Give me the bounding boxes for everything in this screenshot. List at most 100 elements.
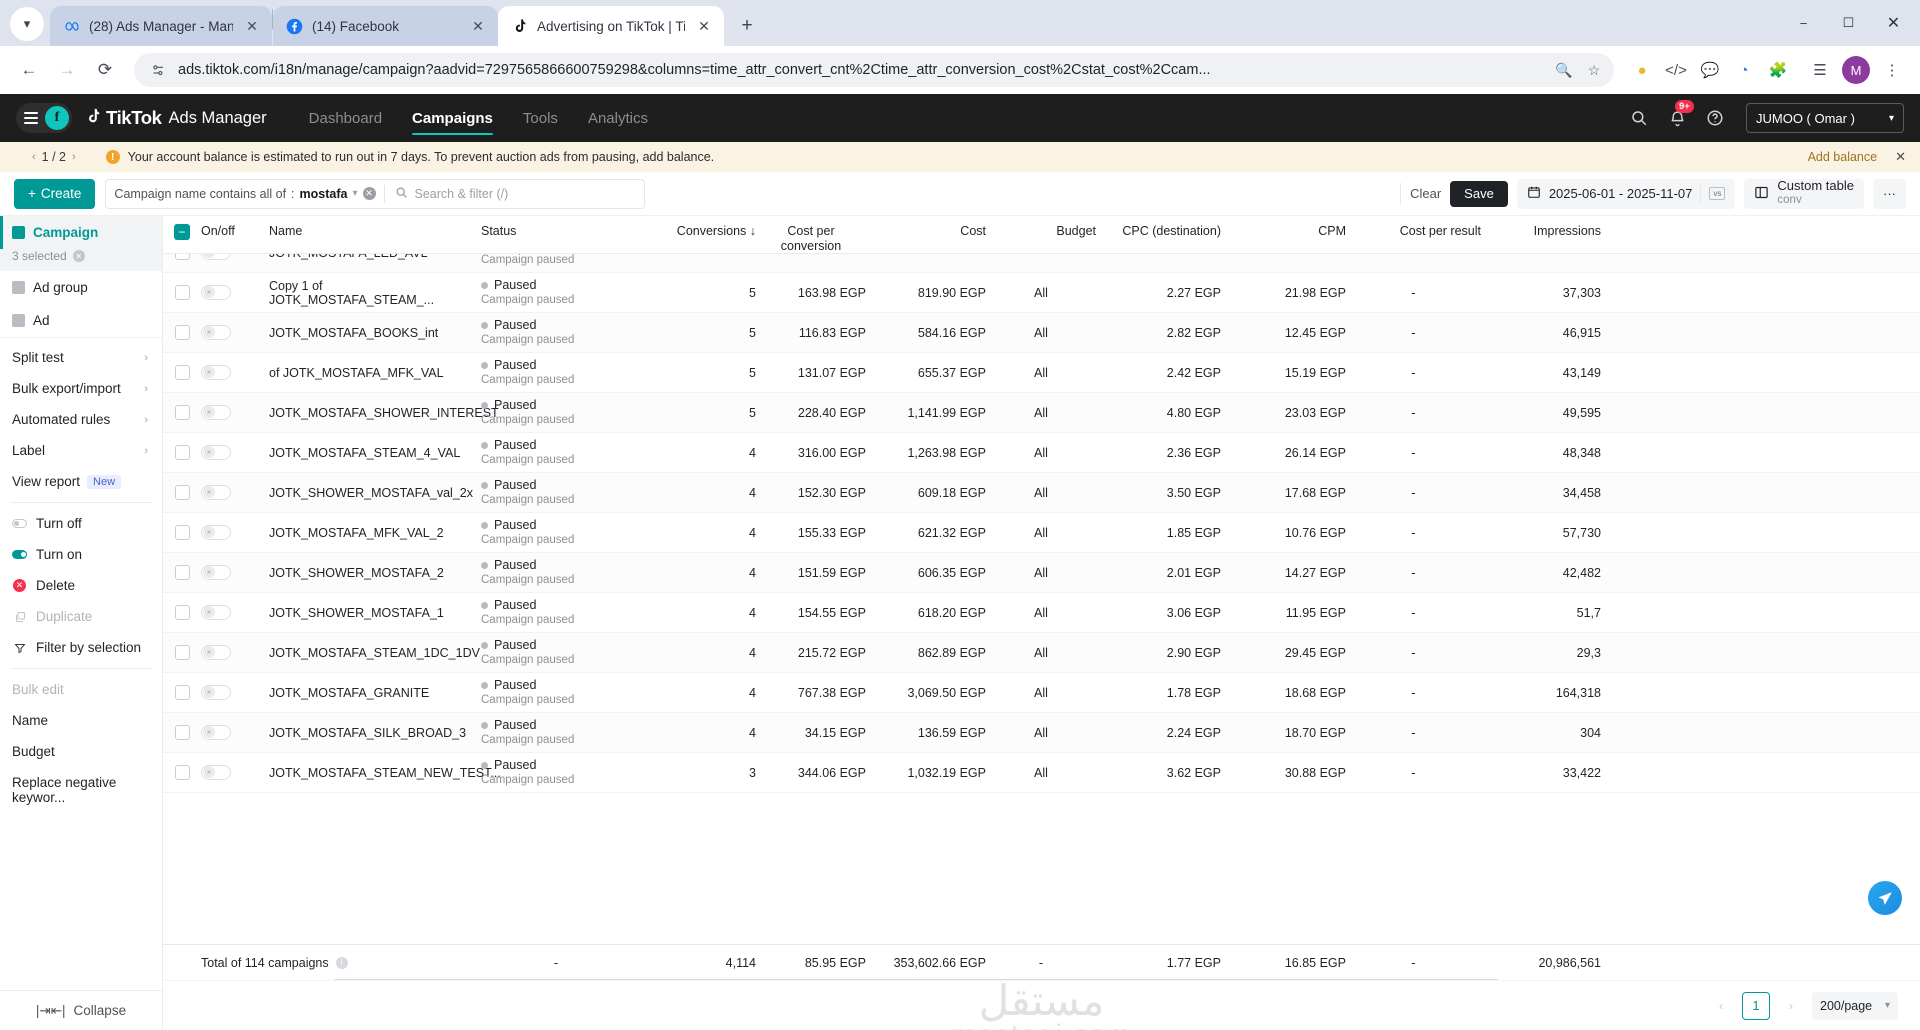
window-close-button[interactable]: ✕ xyxy=(1886,15,1901,32)
pagination-page-1[interactable]: 1 xyxy=(1742,991,1770,1020)
row-name[interactable]: JOTK_MOSTAFA_STEAM_1DC_1DV xyxy=(269,645,480,660)
alert-next-icon[interactable]: › xyxy=(72,151,76,163)
bulk-edit-replace-negative-keywords[interactable]: Replace negative keywor... xyxy=(0,767,162,813)
column-header-impressions[interactable]: Impressions xyxy=(1533,224,1601,238)
sidebar-collapse-button[interactable]: |⇥⇤| Collapse xyxy=(0,990,162,1030)
support-chat-fab[interactable] xyxy=(1868,881,1902,915)
row-name[interactable]: of JOTK_MOSTAFA_MFK_VAL xyxy=(269,365,444,380)
row-checkbox[interactable] xyxy=(174,725,190,740)
zoom-icon[interactable]: 🔍 xyxy=(1555,61,1573,78)
row-onoff-toggle[interactable] xyxy=(201,605,231,620)
row-name[interactable]: JOTK_MOSTAFA_MFK_VAL_2 xyxy=(269,525,444,540)
sidebar-action-turn-off[interactable]: Turn off xyxy=(0,508,162,539)
column-header-onoff[interactable]: On/off xyxy=(201,224,235,238)
filter-search-box[interactable]: Campaign name contains all of : mostafa … xyxy=(105,178,646,209)
row-checkbox[interactable] xyxy=(174,685,190,700)
pagination-next-button[interactable]: › xyxy=(1789,998,1793,1013)
table-row[interactable]: Copy 1 of JOTK_MOSTAFA_STEAM_... Paused Ca… xyxy=(163,273,1920,313)
profile-avatar[interactable]: M xyxy=(1842,56,1870,84)
bulk-edit-name[interactable]: Name xyxy=(0,705,162,736)
row-name[interactable]: JOTK_MOSTAFA_SHOWER_INTEREST xyxy=(269,405,499,420)
row-checkbox[interactable] xyxy=(174,565,190,580)
row-checkbox[interactable] xyxy=(174,254,190,260)
row-onoff-toggle[interactable] xyxy=(201,765,231,780)
row-name[interactable]: Copy 1 of JOTK_MOSTAFA_STEAM_... xyxy=(269,278,435,307)
browser-menu-icon[interactable]: ⋮ xyxy=(1884,62,1900,79)
new-tab-button[interactable]: + xyxy=(741,15,753,36)
row-onoff-toggle[interactable] xyxy=(201,365,231,380)
media-list-icon[interactable]: ☰ xyxy=(1813,62,1827,79)
row-name[interactable]: JOTK_MOSTAFA_SILK_BROAD_3 xyxy=(269,725,467,740)
row-name[interactable]: JOTK_SHOWER_MOSTAFA_val_2x xyxy=(269,485,473,500)
account-selector[interactable]: JUMOO ( Omar ) ▾ xyxy=(1746,103,1904,133)
row-onoff-toggle[interactable] xyxy=(201,525,231,540)
column-header-status[interactable]: Status xyxy=(481,224,517,238)
browser-tab-3[interactable]: Advertising on TikTok | TikTok A ✕ xyxy=(498,6,724,46)
sidebar-item-view-report[interactable]: View report New xyxy=(0,466,162,497)
sidebar-item-bulk-export-import[interactable]: Bulk export/import › xyxy=(0,373,162,404)
row-onoff-toggle[interactable] xyxy=(201,325,231,340)
column-header-name[interactable]: Name xyxy=(269,224,303,238)
row-name[interactable]: JOTK_MOSTAFA_GRANITE xyxy=(269,685,430,700)
column-header-cost-per-result[interactable]: Cost per result xyxy=(1399,224,1481,238)
reload-icon[interactable]: ⟳ xyxy=(97,60,113,79)
row-name[interactable]: JOTK_SHOWER_MOSTAFA_1 xyxy=(269,605,444,620)
browser-tab-2[interactable]: (14) Facebook ✕ xyxy=(273,6,498,46)
select-all-checkbox[interactable]: − xyxy=(174,224,190,240)
row-onoff-toggle[interactable] xyxy=(201,645,231,660)
create-button[interactable]: + Create xyxy=(14,178,96,209)
alert-prev-icon[interactable]: ‹ xyxy=(32,151,36,163)
column-header-conversions[interactable]: Conversions ↓ xyxy=(676,224,756,238)
browser-tab-1-close-icon[interactable]: ✕ xyxy=(246,17,258,34)
table-row[interactable]: JOTK_MOSTAFA_SILK_BROAD_3 Paused Campaign … xyxy=(163,713,1920,753)
more-options-button[interactable]: ··· xyxy=(1873,178,1906,209)
page-size-selector[interactable]: 200/page ▾ xyxy=(1812,991,1898,1020)
sidebar-action-turn-on[interactable]: Turn on xyxy=(0,539,162,570)
save-filter-button[interactable]: Save xyxy=(1450,180,1508,207)
alert-close-icon[interactable]: ✕ xyxy=(1895,149,1906,164)
bulk-edit-budget[interactable]: Budget xyxy=(0,736,162,767)
filter-chip-remove-icon[interactable]: ✕ xyxy=(362,187,376,200)
window-maximize-button[interactable]: ☐ xyxy=(1842,15,1855,30)
table-row[interactable]: of JOTK_MOSTAFA_MFK_VAL Paused Campaign pa… xyxy=(163,353,1920,393)
sidebar-item-label[interactable]: Label › xyxy=(0,435,162,466)
sidebar-action-delete[interactable]: ✕ Delete xyxy=(0,570,162,601)
extension-coin-icon[interactable]: ● xyxy=(1637,61,1647,79)
table-body[interactable]: JOTK_MOSTAFA_LED_AVL Paused Campaign pause… xyxy=(163,254,1920,980)
sidebar-item-ad[interactable]: Ad xyxy=(0,304,162,337)
row-checkbox[interactable] xyxy=(174,645,190,660)
sidebar-item-adgroup[interactable]: Ad group xyxy=(0,271,162,304)
date-range-picker[interactable]: 2025-06-01 - 2025-11-07 vs xyxy=(1516,178,1736,209)
row-onoff-toggle[interactable] xyxy=(201,254,231,260)
search-field[interactable]: Search & filter (/) xyxy=(385,186,508,202)
main-menu-button[interactable]: f xyxy=(16,103,72,133)
notifications-bell-icon[interactable]: 9+ xyxy=(1666,100,1694,129)
browser-tab-2-close-icon[interactable]: ✕ xyxy=(472,17,484,34)
row-name[interactable]: JOTK_MOSTAFA_STEAM_NEW_TEST... xyxy=(269,765,501,780)
chat-extension-icon[interactable]: 💬 xyxy=(1700,62,1720,79)
browser-tab-3-close-icon[interactable]: ✕ xyxy=(698,17,710,34)
row-checkbox[interactable] xyxy=(174,765,190,780)
row-checkbox[interactable] xyxy=(174,485,190,500)
active-filter-chip[interactable]: Campaign name contains all of : mostafa … xyxy=(114,187,383,201)
help-icon[interactable] xyxy=(1704,107,1726,129)
alert-pager[interactable]: ‹ 1 / 2 › xyxy=(32,150,76,164)
custom-table-selector[interactable]: Custom table conv xyxy=(1744,178,1864,209)
column-header-cost[interactable]: Cost xyxy=(960,224,986,238)
table-row[interactable]: JOTK_SHOWER_MOSTAFA_2 Paused Campaign paus… xyxy=(163,553,1920,593)
sidebar-action-filter-by-selection[interactable]: Filter by selection xyxy=(0,632,162,663)
row-checkbox[interactable] xyxy=(174,525,190,540)
row-onoff-toggle[interactable] xyxy=(201,485,231,500)
nav-dashboard[interactable]: Dashboard xyxy=(308,109,383,127)
row-checkbox[interactable] xyxy=(174,605,190,620)
row-name[interactable]: JOTK_MOSTAFA_STEAM_4_VAL xyxy=(269,445,461,460)
column-header-cpc[interactable]: CPC (destination) xyxy=(1122,224,1221,238)
table-row[interactable]: JOTK_MOSTAFA_STEAM_1DC_1DV Paused Campaign… xyxy=(163,633,1920,673)
row-onoff-toggle[interactable] xyxy=(201,445,231,460)
search-icon[interactable] xyxy=(1628,107,1650,129)
window-minimize-button[interactable]: − xyxy=(1799,15,1808,31)
sidebar-item-campaign[interactable]: Campaign xyxy=(0,216,162,249)
sidebar-item-split-test[interactable]: Split test › xyxy=(0,342,162,373)
table-row[interactable]: JOTK_MOSTAFA_STEAM_4_VAL Paused Campaign p… xyxy=(163,433,1920,473)
